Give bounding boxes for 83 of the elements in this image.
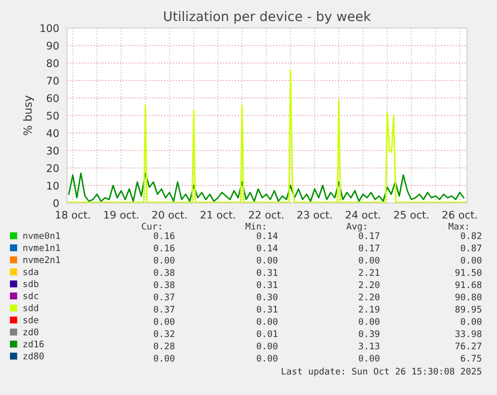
text: 0.00 bbox=[256, 256, 278, 264]
legend-label: nvme2n1 bbox=[23, 256, 60, 264]
x-tick-label: 23 oct. bbox=[297, 210, 332, 219]
legend-label: sdb bbox=[24, 280, 38, 288]
text: 89.95 bbox=[455, 306, 482, 313]
legend-label: zd16 bbox=[23, 340, 44, 348]
text: 0.31 bbox=[256, 281, 278, 288]
text: 0.00 bbox=[256, 318, 278, 325]
text: 0.00 bbox=[358, 354, 380, 362]
x-tick-label: 21 oct. bbox=[200, 210, 235, 219]
y-tick-label: 50 bbox=[46, 112, 59, 120]
x-tick-label: 25 oct. bbox=[394, 210, 428, 219]
text: 2.20 bbox=[358, 281, 380, 288]
text: 33.98 bbox=[455, 330, 482, 338]
legend-label: nvme0n1 bbox=[23, 232, 60, 240]
text: 6.75 bbox=[460, 354, 482, 362]
text: 0.37 bbox=[154, 294, 174, 300]
text: 0.17 bbox=[358, 232, 380, 240]
text: 0.17 bbox=[358, 244, 380, 252]
legend-label: nvme1n1 bbox=[23, 244, 60, 252]
text: Min: bbox=[246, 222, 265, 230]
text: Cur: bbox=[142, 222, 161, 230]
y-tick-label: 30 bbox=[46, 146, 59, 155]
text: 0.00 bbox=[358, 256, 380, 264]
text: 0.31 bbox=[256, 306, 278, 313]
text: 2.20 bbox=[358, 294, 380, 300]
text: 91.50 bbox=[455, 269, 482, 276]
text: 0.38 bbox=[154, 269, 174, 276]
text: 0.14 bbox=[256, 244, 278, 252]
y-axis-title: % busy bbox=[23, 96, 34, 136]
text: Last update: Sun Oct 26 15:30:08 2025 bbox=[282, 368, 482, 376]
y-tick-label: 90 bbox=[46, 42, 59, 50]
text: 76.27 bbox=[455, 342, 482, 350]
legend-label: zd0 bbox=[23, 328, 38, 336]
x-tick-label: 26 oct. bbox=[442, 210, 477, 219]
text: 2.19 bbox=[358, 306, 380, 313]
text: 0.30 bbox=[256, 294, 278, 300]
text: 0.01 bbox=[256, 330, 278, 338]
text: Max: bbox=[448, 222, 468, 230]
text: 0.82 bbox=[460, 232, 482, 240]
x-tick-label: 19 oct. bbox=[104, 210, 138, 219]
y-tick-label: 100 bbox=[40, 24, 59, 32]
text: 2.21 bbox=[358, 269, 380, 276]
x-tick-label: 24 oct. bbox=[346, 210, 380, 219]
y-tick-label: 60 bbox=[46, 94, 59, 102]
legend-label: sde bbox=[24, 316, 38, 324]
text: 0.00 bbox=[358, 318, 380, 325]
text: 0.31 bbox=[256, 269, 278, 276]
y-tick-label: 70 bbox=[46, 76, 59, 85]
text: 90.80 bbox=[455, 294, 482, 300]
legend-label: sdd bbox=[24, 304, 38, 312]
legend-label: zd80 bbox=[23, 352, 44, 360]
text: 0.00 bbox=[256, 342, 278, 350]
text: 0.38 bbox=[154, 281, 174, 288]
x-tick-label: 20 oct. bbox=[152, 210, 186, 219]
text: 0.37 bbox=[154, 306, 174, 313]
text: 0.16 bbox=[154, 232, 174, 240]
line-series bbox=[68, 172, 464, 202]
text: 0.87 bbox=[460, 244, 482, 252]
text: Avg: bbox=[346, 222, 366, 232]
x-tick-label: 22 oct. bbox=[249, 210, 284, 219]
legend-label: sda bbox=[24, 268, 38, 276]
text: 91.68 bbox=[455, 281, 482, 288]
text: 0.00 bbox=[154, 354, 174, 362]
text: 0.00 bbox=[154, 256, 174, 264]
text: 0.00 bbox=[154, 318, 174, 325]
text: 3.13 bbox=[358, 342, 380, 350]
x-tick-label: 18 oct. bbox=[56, 210, 90, 219]
text: 0.00 bbox=[256, 354, 278, 362]
text: 0.32 bbox=[154, 330, 174, 338]
text: 0.00 bbox=[460, 256, 482, 264]
chart-title: Utilization per device - by week bbox=[164, 11, 371, 24]
y-tick-label: 10 bbox=[47, 182, 59, 190]
y-tick-label: 20 bbox=[46, 164, 59, 172]
y-tick-label: 80 bbox=[46, 59, 59, 68]
text: 0.39 bbox=[358, 330, 380, 338]
text: 0.00 bbox=[460, 318, 482, 325]
text: 0.14 bbox=[256, 232, 278, 240]
y-tick-label: 0 bbox=[53, 199, 59, 208]
y-tick-label: 40 bbox=[46, 129, 59, 138]
text: 0.16 bbox=[154, 244, 174, 252]
legend-label: sdc bbox=[24, 292, 38, 300]
text: 0.28 bbox=[154, 342, 174, 350]
